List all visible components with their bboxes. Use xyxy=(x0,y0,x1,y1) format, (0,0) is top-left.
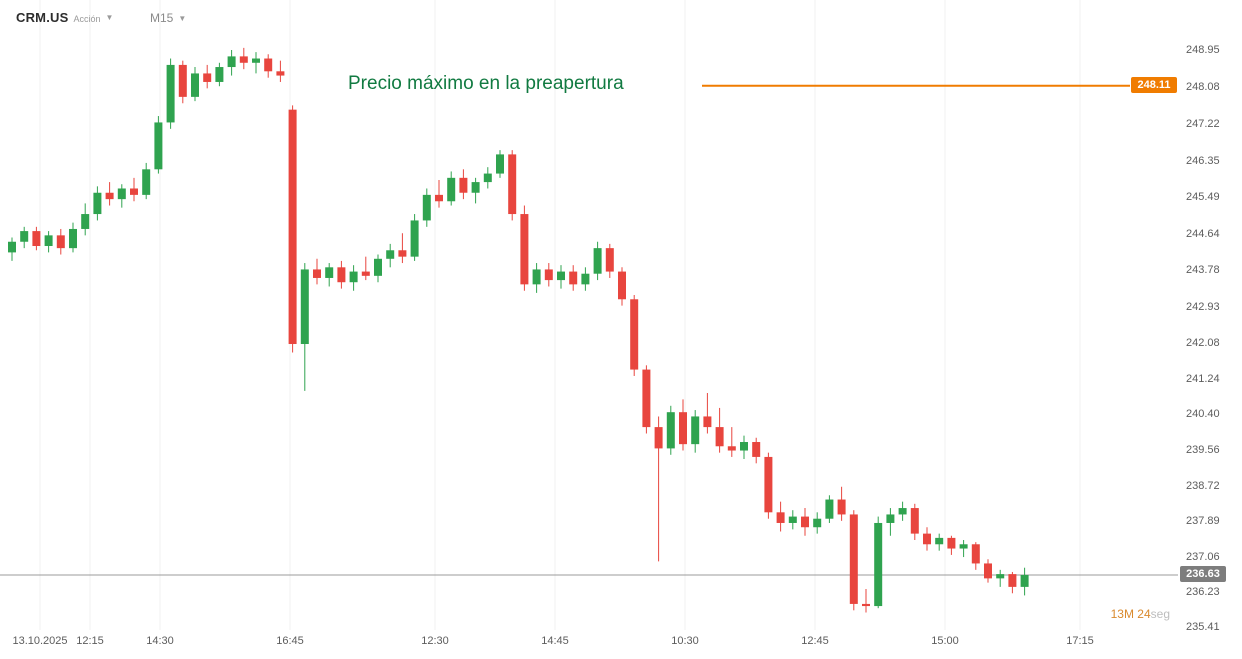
price-axis-label: 237.89 xyxy=(1186,515,1220,528)
timeframe-selector[interactable]: M15 ▼ xyxy=(150,11,186,25)
chevron-down-icon[interactable]: ▼ xyxy=(105,13,114,22)
price-axis-label: 246.35 xyxy=(1186,154,1220,167)
timeframe-label: M15 xyxy=(150,11,174,25)
countdown-value: 13M 24 xyxy=(1110,607,1151,621)
time-axis-label: 12:15 xyxy=(76,635,104,647)
price-axis-label: 244.64 xyxy=(1186,227,1220,240)
time-axis-label: 13.10.2025 xyxy=(12,635,68,647)
symbol-selector[interactable]: CRM.US Acción ▼ xyxy=(16,10,113,25)
time-axis-label: 17:15 xyxy=(1066,635,1094,647)
price-axis-label: 241.24 xyxy=(1186,372,1220,385)
time-axis-label: 14:45 xyxy=(541,635,569,647)
current-price-badge: 236.63 xyxy=(1180,565,1226,582)
time-axis-label: 14:30 xyxy=(146,635,174,647)
time-axis-label: 15:00 xyxy=(931,635,959,647)
price-axis-label: 235.41 xyxy=(1186,620,1220,633)
price-axis-label: 248.08 xyxy=(1186,81,1220,94)
price-axis-label: 245.49 xyxy=(1186,191,1220,204)
price-axis-label: 239.56 xyxy=(1186,444,1220,457)
time-axis-label: 16:45 xyxy=(276,635,304,647)
candle-countdown: 13M 24seg xyxy=(1111,607,1170,621)
price-axis-label: 238.72 xyxy=(1186,479,1220,492)
price-axis-label: 240.40 xyxy=(1186,408,1220,421)
chevron-down-icon[interactable]: ▼ xyxy=(178,13,187,23)
price-axis[interactable]: 248.95 248.08 247.22 246.35 245.49 244.64 243.… xyxy=(1182,0,1242,659)
annotation-text[interactable]: Precio máximo en la preapertura xyxy=(348,72,624,94)
price-axis-label: 236.23 xyxy=(1186,585,1220,598)
symbol-label: CRM.US xyxy=(16,10,69,25)
time-axis-label: 12:30 xyxy=(421,635,449,647)
price-axis-label: 237.06 xyxy=(1186,550,1220,563)
time-axis-label: 10:30 xyxy=(671,635,699,647)
price-axis-label: 248.95 xyxy=(1186,44,1220,56)
countdown-unit: seg xyxy=(1150,607,1170,621)
price-axis-label: 242.08 xyxy=(1186,336,1220,349)
price-axis-label: 247.22 xyxy=(1186,117,1220,130)
price-axis-label: 243.78 xyxy=(1186,264,1220,277)
annotation-price-badge[interactable]: 248.11 xyxy=(1131,76,1177,93)
time-axis-label: 12:45 xyxy=(801,635,829,647)
price-axis-label: 242.93 xyxy=(1186,300,1220,313)
instrument-type-label: Acción xyxy=(73,14,101,24)
